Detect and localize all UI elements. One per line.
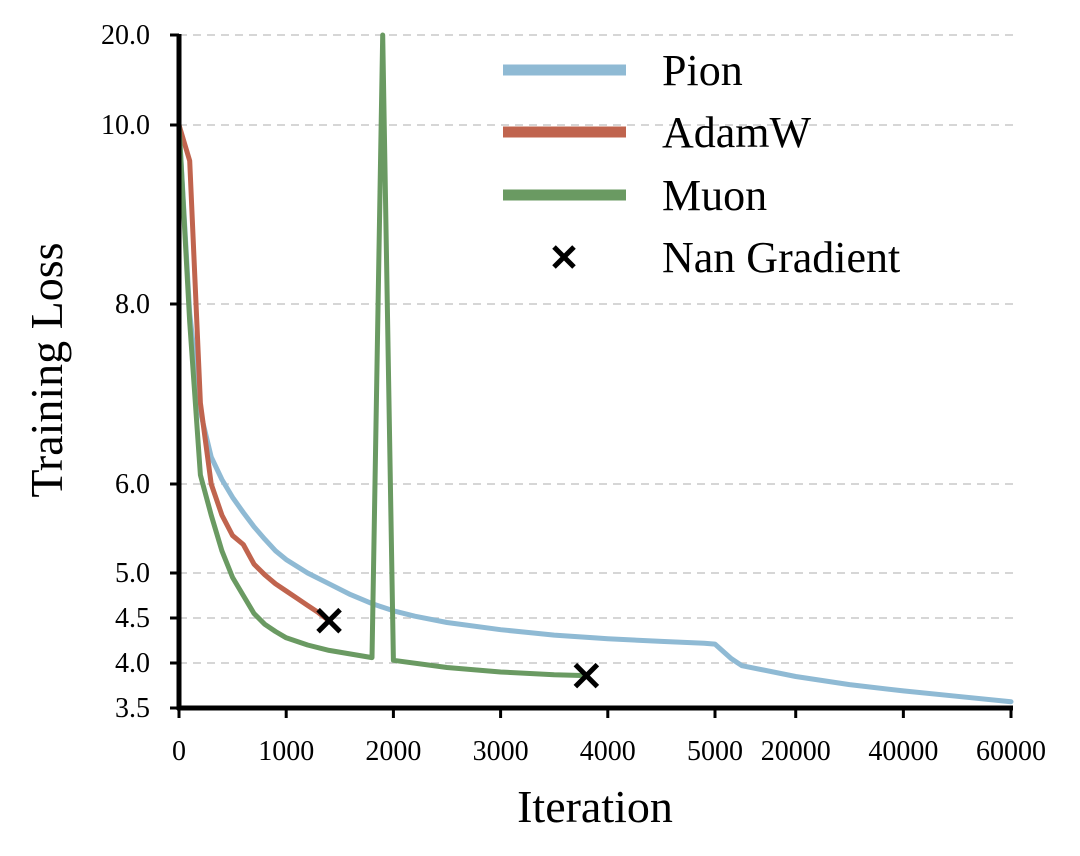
- y-tick-label: 4.5: [115, 603, 150, 634]
- y-tick-label: 4.0: [115, 648, 150, 679]
- legend-label: Nan Gradient: [662, 233, 900, 282]
- x-ticks: 0 1000 2000 3000 4000 5000 20000 40000 60000: [172, 708, 1046, 767]
- series-line-adamw: [176, 122, 332, 624]
- x-tick-label: 5000: [687, 736, 743, 767]
- x-tick-label: 60000: [976, 736, 1046, 767]
- x-tick-label: 3000: [473, 736, 529, 767]
- y-axis-title: Training Loss: [21, 242, 72, 497]
- y-ticks: 3.5 4.0 4.5 5.0 6.0 8.0 10.0 20.0: [101, 20, 179, 724]
- y-tick-label: 10.0: [101, 110, 150, 141]
- nan-gradient-marker: [316, 607, 342, 634]
- axes: [176, 34, 1013, 711]
- x-tick-label: 2000: [365, 736, 421, 767]
- series-line-muon: [176, 32, 589, 679]
- nan-gradient-marker: [573, 662, 600, 689]
- series-line-pion: [176, 122, 1014, 705]
- x-axis-title: Iteration: [517, 781, 673, 832]
- legend-label: Muon: [662, 171, 767, 220]
- y-tick-label: 20.0: [101, 20, 150, 51]
- x-tick-label: 40000: [868, 736, 938, 767]
- y-tick-label: 6.0: [115, 469, 150, 500]
- legend-label: Pion: [662, 46, 743, 95]
- x-tick-label: 1000: [258, 736, 314, 767]
- x-tick-label: 0: [172, 736, 186, 767]
- y-tick-label: 3.5: [115, 693, 150, 724]
- y-tick-label: 5.0: [115, 558, 150, 589]
- y-tick-label: 8.0: [115, 289, 150, 320]
- series-lines: [176, 32, 1014, 705]
- legend-label: AdamW: [662, 108, 812, 157]
- x-tick-label: 4000: [580, 736, 636, 767]
- legend: Pion AdamW Muon Nan Gradient: [503, 46, 900, 282]
- legend-swatch-nan-gradient: [552, 245, 576, 269]
- nan-gradient-markers: [316, 607, 600, 689]
- x-tick-label: 20000: [761, 736, 831, 767]
